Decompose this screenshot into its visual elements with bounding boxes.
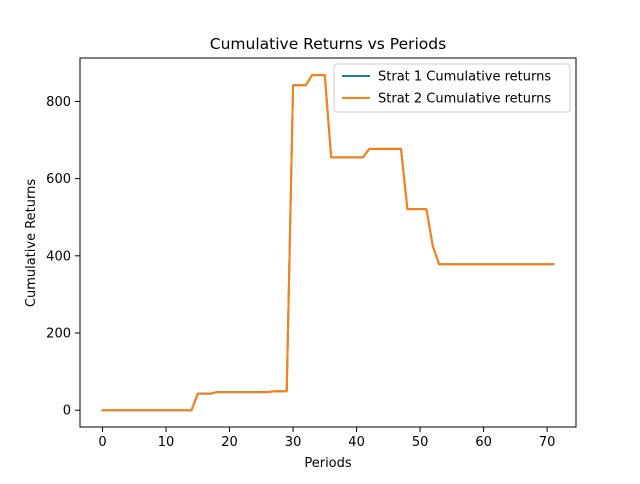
x-tick-label: 60 xyxy=(475,435,492,450)
legend-label-2: Strat 2 Cumulative returns xyxy=(378,92,551,107)
y-tick-label: 800 xyxy=(46,95,71,110)
x-tick-label: 30 xyxy=(285,435,302,450)
y-tick-label: 400 xyxy=(46,249,71,264)
y-axis-label: Cumulative Returns xyxy=(24,179,39,307)
y-tick-label: 200 xyxy=(46,327,71,342)
x-axis-label: Periods xyxy=(304,456,352,471)
x-tick-label: 20 xyxy=(221,435,238,450)
chart-title: Cumulative Returns vs Periods xyxy=(210,35,446,53)
legend-box xyxy=(333,63,571,113)
x-tick-label: 10 xyxy=(158,435,175,450)
x-axis: 0 10 20 30 40 50 60 70 xyxy=(98,427,555,450)
legend: Strat 1 Cumulative returns Strat 2 Cumula… xyxy=(333,63,571,113)
x-tick-label: 0 xyxy=(98,435,106,450)
x-tick-label: 50 xyxy=(412,435,429,450)
series-line-2 xyxy=(101,74,555,412)
y-tick-label: 0 xyxy=(63,404,71,419)
x-tick-label: 40 xyxy=(348,435,365,450)
axes-frame xyxy=(79,57,577,428)
legend-label-1: Strat 1 Cumulative returns xyxy=(378,70,551,85)
plot-area xyxy=(101,74,555,412)
x-tick-label: 70 xyxy=(539,435,556,450)
y-tick-label: 600 xyxy=(46,172,71,187)
y-axis: 0 200 400 600 800 xyxy=(46,95,80,419)
